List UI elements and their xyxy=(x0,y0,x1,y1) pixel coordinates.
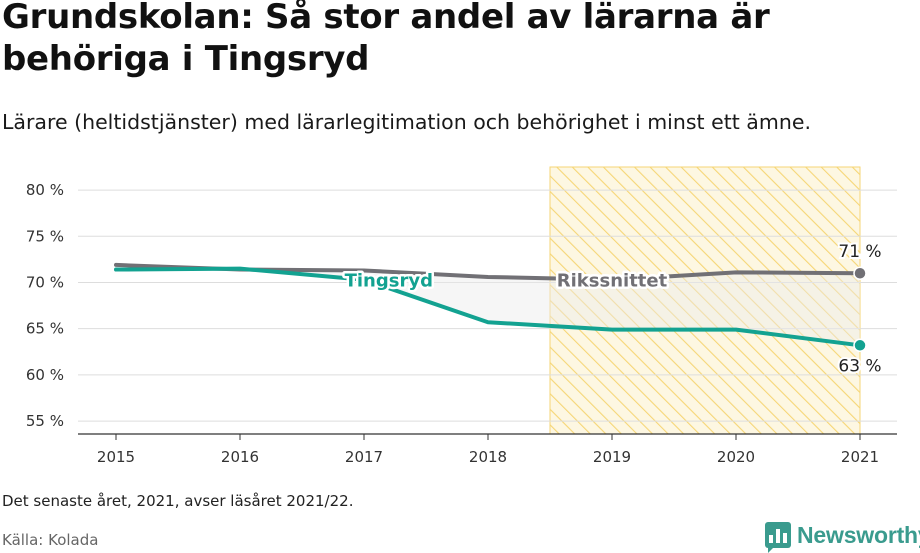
tingsryd-point xyxy=(853,338,867,353)
rikssnittet-point xyxy=(735,271,737,273)
x-tick-label: 2019 xyxy=(593,448,631,466)
gap-area xyxy=(116,264,860,346)
source-note: Källa: Kolada xyxy=(2,531,99,549)
rikssnittet-end-label: 71 % xyxy=(838,242,881,262)
x-tick-label: 2021 xyxy=(841,448,879,466)
newsworthy-logo[interactable]: Newsworthy xyxy=(765,520,920,553)
x-tick-label: 2015 xyxy=(97,448,135,466)
tingsryd-end-label: 63 % xyxy=(838,356,881,376)
bar-chart-icon xyxy=(765,522,791,553)
rikssnittet-point xyxy=(115,264,117,266)
tingsryd-point xyxy=(239,268,241,270)
highlight-period xyxy=(549,166,861,435)
chart-subtitle: Lärare (heltidstjänster) med lärarlegiti… xyxy=(2,110,811,134)
x-tick-label: 2016 xyxy=(221,448,259,466)
y-tick-label: 80 % xyxy=(26,181,64,199)
rikssnittet-point xyxy=(853,266,867,280)
y-tick-label: 70 % xyxy=(26,273,64,291)
y-tick-label: 55 % xyxy=(26,412,64,430)
x-tick-label: 2017 xyxy=(345,448,383,466)
rikssnittet-label: Rikssnittet xyxy=(557,271,668,292)
tingsryd-point xyxy=(115,269,117,271)
tingsryd-point xyxy=(363,279,365,281)
chart-title: Grundskolan: Så stor andel av lärarna är… xyxy=(2,0,770,79)
x-tick-label: 2020 xyxy=(717,448,755,466)
tingsryd-point xyxy=(611,329,613,331)
tingsryd-label: Tingsryd xyxy=(345,271,433,292)
y-tick-label: 60 % xyxy=(26,366,64,384)
brand-name: Newsworthy xyxy=(797,521,920,548)
tingsryd-point xyxy=(735,329,737,331)
tingsryd-point xyxy=(487,321,489,323)
y-tick-label: 75 % xyxy=(26,227,64,245)
rikssnittet-point xyxy=(487,276,489,278)
x-tick-label: 2018 xyxy=(469,448,507,466)
rikssnittet-point xyxy=(363,269,365,271)
y-tick-label: 65 % xyxy=(26,320,64,338)
footnote: Det senaste året, 2021, avser läsåret 20… xyxy=(2,492,354,510)
rikssnittet-point xyxy=(611,279,613,281)
